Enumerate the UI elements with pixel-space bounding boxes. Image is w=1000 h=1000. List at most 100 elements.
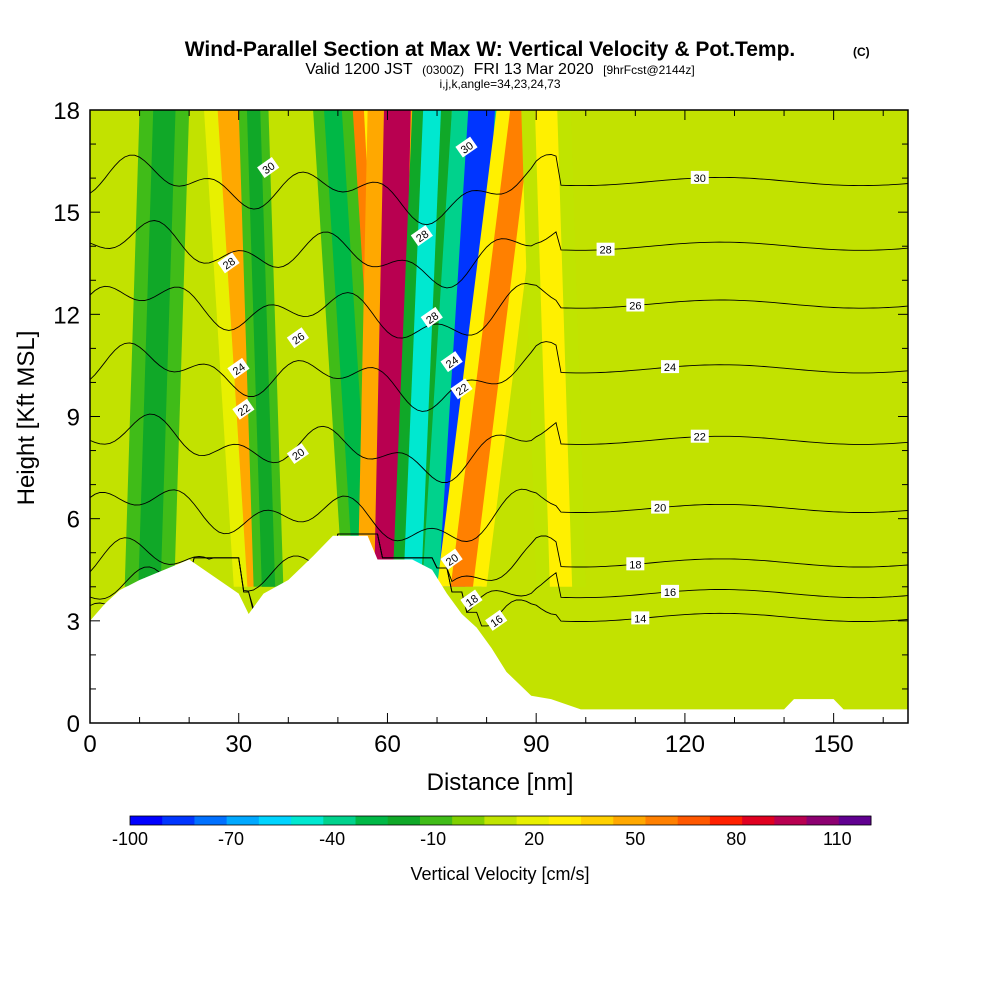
theta-contour xyxy=(90,488,908,542)
theta-contours xyxy=(90,154,908,627)
subtitle-part-4: [9hrFcst@2144z] xyxy=(603,63,695,77)
x-axis-label: Distance [nm] xyxy=(427,769,574,796)
svg-text:22: 22 xyxy=(454,382,471,399)
colorbar-swatch xyxy=(581,816,614,825)
contour-label: 20 xyxy=(440,548,463,570)
colorbar-swatch xyxy=(677,816,711,825)
colorbar-tick-label: 110 xyxy=(823,829,852,849)
theta-contour xyxy=(90,533,908,592)
x-tick-label: 90 xyxy=(523,731,550,758)
velocity-band xyxy=(534,110,573,587)
svg-text:30: 30 xyxy=(261,160,278,177)
contour-label: 28 xyxy=(410,225,433,247)
contour-label: 26 xyxy=(626,298,645,312)
x-tick-label: 60 xyxy=(374,731,401,758)
svg-text:22: 22 xyxy=(694,432,706,444)
svg-text:14: 14 xyxy=(634,613,646,625)
svg-text:22: 22 xyxy=(236,402,253,419)
x-tick-label: 0 xyxy=(83,731,96,758)
svg-text:18: 18 xyxy=(464,593,481,610)
contour-label: 18 xyxy=(626,557,645,571)
velocity-band xyxy=(246,110,276,587)
colorbar-tick-label: -70 xyxy=(218,829,244,849)
colorbar-swatch xyxy=(194,816,228,825)
colorbar-swatch xyxy=(484,816,518,825)
velocity-band xyxy=(323,110,372,587)
svg-text:16: 16 xyxy=(489,613,506,630)
colorbar-tick-label: 20 xyxy=(524,829,544,849)
colorbar-swatch xyxy=(709,816,743,825)
colorbar-swatch xyxy=(387,816,421,825)
colorbar-tick-label: 80 xyxy=(726,829,746,849)
colorbar-swatch xyxy=(258,816,292,825)
colorbar-swatch xyxy=(355,816,389,825)
y-axis-label: Height [Kft MSL] xyxy=(13,331,40,506)
theta-contour xyxy=(90,282,908,339)
theta-contour xyxy=(90,220,908,289)
svg-text:26: 26 xyxy=(629,300,641,312)
colorbar: -100 -70 -40 -10 20 50 80 110 xyxy=(112,815,872,849)
colorbar-swatch xyxy=(516,816,550,825)
svg-text:30: 30 xyxy=(694,173,706,185)
y-tick-label: 15 xyxy=(53,200,80,227)
y-tick-label: 6 xyxy=(67,507,80,534)
x-axis-ticks: 0 30 60 90 120 150 xyxy=(83,110,884,758)
y-tick-label: 18 xyxy=(53,98,80,125)
colorbar-swatch xyxy=(419,816,453,825)
svg-text:28: 28 xyxy=(221,256,238,273)
colorbar-swatch xyxy=(806,816,840,825)
chart-title-mark: (C) xyxy=(853,45,870,59)
y-tick-label: 3 xyxy=(67,609,80,636)
velocity-band xyxy=(450,110,533,587)
plot-area: 14 16 18 20 22 24 26 28 30 30 30 28 28 28 26 24 24 22 22 20… xyxy=(90,110,908,723)
colorbar-swatch xyxy=(645,816,679,825)
colorbar-tick-label: -10 xyxy=(420,829,446,849)
y-tick-label: 9 xyxy=(67,405,80,432)
contour-label: 16 xyxy=(661,584,680,599)
colorbar-swatch xyxy=(613,816,646,825)
svg-text:20: 20 xyxy=(654,503,666,515)
contour-labels: 14 16 18 20 22 24 26 28 30 30 30 28 28 28 26 24 24 22 22 20… xyxy=(217,136,709,631)
contour-label: 18 xyxy=(460,589,483,611)
svg-text:28: 28 xyxy=(424,310,441,327)
subtitle-part-3: FRI 13 Mar 2020 xyxy=(474,61,594,78)
contour-label: 20 xyxy=(651,500,670,515)
colorbar-swatch xyxy=(162,816,195,825)
colorbar-label: Vertical Velocity [cm/s] xyxy=(410,864,589,884)
velocity-band xyxy=(138,110,176,587)
colorbar-tick-label: -40 xyxy=(319,829,345,849)
x-tick-label: 30 xyxy=(225,731,252,758)
colorbar-swatch xyxy=(774,816,808,825)
y-tick-label: 0 xyxy=(67,711,80,738)
terrain xyxy=(90,535,908,723)
contour-label: 22 xyxy=(232,398,255,420)
svg-text:24: 24 xyxy=(664,362,676,374)
svg-text:26: 26 xyxy=(290,331,307,348)
colorbar-swatch xyxy=(838,816,872,825)
contour-label: 24 xyxy=(440,351,463,373)
theta-contour xyxy=(90,341,908,412)
contour-label: 28 xyxy=(420,306,443,328)
velocity-bands xyxy=(124,110,586,587)
contour-label: 24 xyxy=(661,360,680,374)
contour-label: 28 xyxy=(596,242,615,257)
contour-label: 22 xyxy=(690,429,709,444)
contour-label: 24 xyxy=(227,357,250,379)
contour-label: 30 xyxy=(455,136,478,158)
colorbar-swatch xyxy=(226,816,260,825)
velocity-band xyxy=(403,110,441,587)
x-tick-label: 120 xyxy=(665,731,705,758)
svg-text:24: 24 xyxy=(444,354,461,371)
theta-contour xyxy=(90,413,908,483)
colorbar-swatch xyxy=(291,816,324,825)
chart-title: Wind-Parallel Section at Max W: Vertical… xyxy=(185,38,796,61)
svg-text:18: 18 xyxy=(629,559,641,571)
theta-contour xyxy=(90,154,908,226)
colorbar-tick-label: -100 xyxy=(112,829,148,849)
svg-text:24: 24 xyxy=(231,361,248,378)
svg-text:28: 28 xyxy=(599,245,611,257)
subtitle-part-2: (0300Z) xyxy=(422,63,464,77)
y-axis-ticks: 0 3 6 9 12 15 18 xyxy=(53,98,908,738)
contour-label: 30 xyxy=(257,156,280,178)
